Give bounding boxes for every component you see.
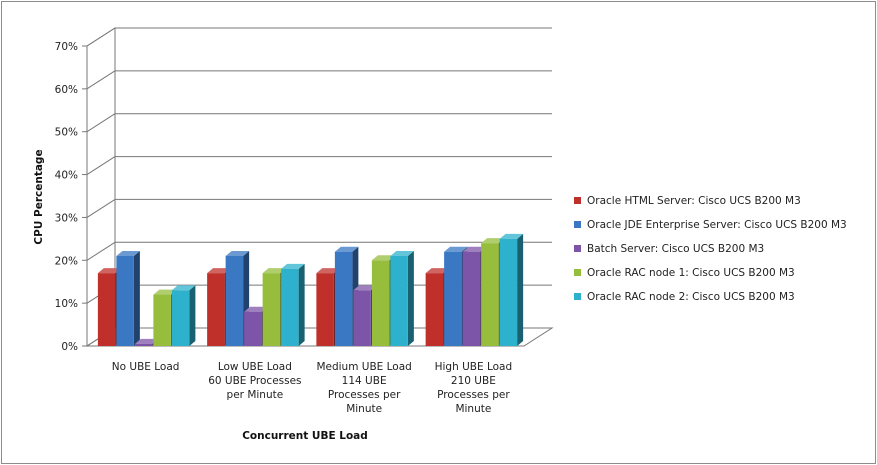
- gridline-side: [86, 70, 116, 90]
- y-tick-label: 60%: [55, 84, 78, 96]
- legend-label: Oracle HTML Server: Cisco UCS B200 M3: [587, 195, 801, 207]
- bar: [281, 263, 305, 346]
- gridline-side: [86, 241, 116, 261]
- gridline-side: [86, 113, 116, 133]
- x-category-label: Medium UBE Load 114 UBE Processes per Minut…: [316, 361, 411, 415]
- bar: [116, 251, 140, 346]
- y-tick-label: 10%: [55, 298, 78, 310]
- x-category-label: High UBE Load 210 UBE Processes per Minute: [435, 361, 513, 415]
- gridline-side: [86, 27, 116, 47]
- y-tick-label: 50%: [55, 127, 78, 139]
- y-tick-label: 30%: [55, 212, 78, 224]
- x-category-label: Low UBE Load 60 UBE Processes per Minute: [208, 361, 301, 401]
- bars: [97, 233, 524, 346]
- y-tick-label: 0%: [61, 341, 78, 353]
- legend: Oracle HTML Server: Cisco UCS B200 M3 Ora…: [574, 195, 847, 303]
- gridline-side: [86, 156, 116, 175]
- legend-swatch: [574, 245, 581, 252]
- y-tick-labels: 0% 10% 20% 30% 40% 50% 60% 70%: [55, 41, 87, 353]
- legend-label: Oracle RAC node 2: Cisco UCS B200 M3: [587, 291, 795, 303]
- legend-label: Oracle JDE Enterprise Server: Cisco UCS …: [587, 219, 847, 231]
- bar: [499, 233, 524, 346]
- legend-item: Oracle JDE Enterprise Server: Cisco UCS …: [574, 219, 847, 231]
- x-axis-title: Concurrent UBE Load: [242, 430, 368, 442]
- legend-swatch: [574, 221, 581, 228]
- y-tick-label: 40%: [55, 170, 78, 182]
- legend-item: Oracle RAC node 1: Cisco UCS B200 M3: [574, 267, 795, 279]
- legend-label: Oracle RAC node 1: Cisco UCS B200 M3: [587, 267, 795, 279]
- bar: [390, 251, 414, 346]
- category-labels: No UBE Load Low UBE Load 60 UBE Processes p…: [112, 361, 512, 415]
- legend-item: Oracle HTML Server: Cisco UCS B200 M3: [574, 195, 801, 207]
- legend-swatch: [574, 197, 581, 204]
- y-axis-title: CPU Percentage: [33, 149, 45, 244]
- legend-swatch: [574, 293, 581, 300]
- bar: [171, 285, 196, 346]
- legend-item: Oracle RAC node 2: Cisco UCS B200 M3: [574, 291, 795, 303]
- y-tick-label: 70%: [55, 41, 78, 53]
- legend-swatch: [574, 269, 581, 276]
- gridline-side: [86, 199, 116, 218]
- legend-label: Batch Server: Cisco UCS B200 M3: [587, 243, 764, 255]
- legend-item: Batch Server: Cisco UCS B200 M3: [574, 243, 764, 255]
- x-category-label: No UBE Load: [112, 361, 180, 373]
- y-tick-label: 20%: [55, 255, 78, 267]
